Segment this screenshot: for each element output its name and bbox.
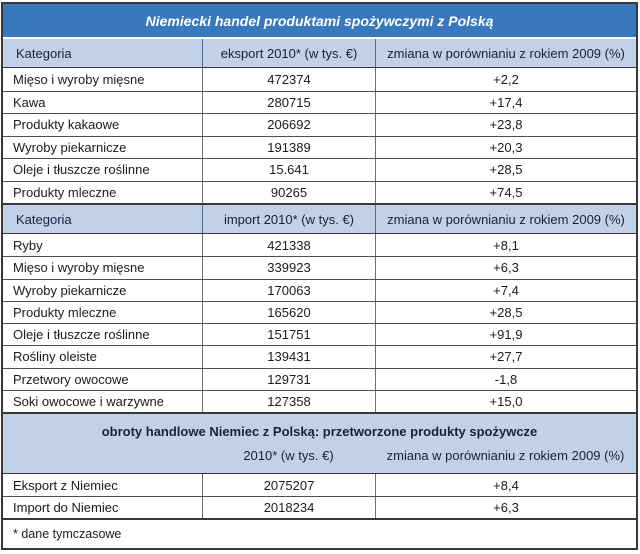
value-cell: 421338 — [202, 234, 375, 257]
table-row: Eksport z Niemiec 2075207 +8,4 — [3, 474, 636, 496]
value-cell: 127358 — [202, 390, 375, 412]
change-cell: +15,0 — [375, 390, 636, 412]
change-cell: +74,5 — [375, 181, 636, 203]
value-cell: 191389 — [202, 136, 375, 158]
table-row: Mięso i wyroby mięsne 339923 +6,3 — [3, 256, 636, 279]
change-cell: +6,3 — [375, 497, 636, 518]
change-cell: +91,9 — [375, 324, 636, 346]
category-cell: Wyroby piekarnicze — [13, 139, 127, 155]
table-row: Ryby 421338 +8,1 — [3, 234, 636, 257]
category-cell: Oleje i tłuszcze roślinne — [13, 162, 150, 178]
change-cell: +23,8 — [375, 114, 636, 136]
table-row: Mięso i wyroby mięsne 472374 +2,2 — [3, 68, 636, 91]
table-row: Import do Niemiec 2018234 +6,3 — [3, 496, 636, 518]
table-row: Rośliny oleiste 139431 +27,7 — [3, 345, 636, 368]
table-row: Oleje i tłuszcze roślinne 15.641 +28,5 — [3, 158, 636, 181]
category-cell: Przetwory owocowe — [13, 371, 129, 387]
table-row: Przetwory owocowe 129731 -1,8 — [3, 367, 636, 390]
change-cell: +20,3 — [375, 136, 636, 158]
header-change: zmiana w porównianiu z rokiem 2009 (%) — [375, 205, 636, 233]
table-row: Wyroby piekarnicze 191389 +20,3 — [3, 135, 636, 158]
category-cell: Wyroby piekarnicze — [13, 282, 127, 298]
header-turnover-value: 2010* (w tys. €) — [243, 447, 334, 463]
turnover-column-headers: 2010* (w tys. €) zmiana w porównianiu z … — [3, 448, 636, 463]
change-cell: +27,7 — [375, 346, 636, 368]
value-cell: 15.641 — [202, 159, 375, 181]
table-row: Wyroby piekarnicze 170063 +7,4 — [3, 278, 636, 301]
footnote: * dane tymczasowe — [3, 518, 636, 548]
category-cell: Mięso i wyroby mięsne — [13, 260, 145, 276]
category-cell: Import do Niemiec — [13, 500, 119, 515]
table-title-text: Niemiecki handel produktami spożywczymi … — [145, 12, 494, 29]
table-row: Produkty mleczne 165620 +28,5 — [3, 300, 636, 323]
table-row: Kawa 280715 +17,4 — [3, 90, 636, 113]
import-table-header: Kategoria import 2010* (w tys. €) zmiana… — [3, 203, 636, 234]
category-cell: Mięso i wyroby mięsne — [13, 71, 145, 87]
category-cell: Ryby — [13, 237, 43, 253]
header-import-value: import 2010* (w tys. €) — [202, 205, 375, 233]
category-cell: Rośliny oleiste — [13, 349, 97, 365]
header-change: zmiana w porównianiu z rokiem 2009 (%) — [375, 39, 636, 67]
value-cell: 339923 — [202, 257, 375, 279]
export-table-header: Kategoria eksport 2010* (w tys. €) zmian… — [3, 39, 636, 68]
category-cell: Produkty mleczne — [13, 304, 117, 320]
change-cell: +6,3 — [375, 257, 636, 279]
change-cell: +28,5 — [375, 159, 636, 181]
value-cell: 206692 — [202, 114, 375, 136]
value-cell: 165620 — [202, 301, 375, 323]
header-category: Kategoria — [16, 45, 72, 61]
turnover-section-header: obroty handlowe Niemiec z Polską: przetw… — [3, 412, 636, 474]
value-cell: 151751 — [202, 324, 375, 346]
table-row: Oleje i tłuszcze roślinne 151751 +91,9 — [3, 323, 636, 346]
change-cell: +7,4 — [375, 279, 636, 301]
value-cell: 2018234 — [202, 497, 375, 518]
change-cell: +28,5 — [375, 301, 636, 323]
category-cell: Produkty kakaowe — [13, 117, 120, 133]
change-cell: +17,4 — [375, 91, 636, 113]
category-cell: Eksport z Niemiec — [13, 477, 118, 493]
header-change: zmiana w porównianiu z rokiem 2009 (%) — [386, 447, 625, 463]
category-cell: Produkty mleczne — [13, 184, 117, 200]
value-cell: 170063 — [202, 279, 375, 301]
table-row: Produkty mleczne 90265 +74,5 — [3, 180, 636, 203]
value-cell: 472374 — [202, 68, 375, 91]
change-cell: +8,1 — [375, 234, 636, 257]
value-cell: 129731 — [202, 368, 375, 390]
table-row: Soki owocowe i warzywne 127358 +15,0 — [3, 389, 636, 412]
change-cell: +2,2 — [375, 68, 636, 91]
category-cell: Oleje i tłuszcze roślinne — [13, 327, 150, 343]
change-cell: -1,8 — [375, 368, 636, 390]
value-cell: 90265 — [202, 181, 375, 203]
category-cell: Kawa — [13, 94, 46, 110]
turnover-title: obroty handlowe Niemiec z Polską: przetw… — [101, 424, 538, 440]
category-cell: Soki owocowe i warzywne — [13, 393, 165, 409]
header-category-empty — [3, 448, 202, 463]
change-cell: +8,4 — [375, 474, 636, 496]
value-cell: 139431 — [202, 346, 375, 368]
value-cell: 280715 — [202, 91, 375, 113]
header-export-value: eksport 2010* (w tys. €) — [202, 39, 375, 67]
header-category: Kategoria — [16, 211, 72, 227]
footnote-text: * dane tymczasowe — [13, 527, 122, 541]
table-title: Niemiecki handel produktami spożywczymi … — [3, 4, 636, 39]
value-cell: 2075207 — [202, 474, 375, 496]
table-row: Produkty kakaowe 206692 +23,8 — [3, 113, 636, 136]
